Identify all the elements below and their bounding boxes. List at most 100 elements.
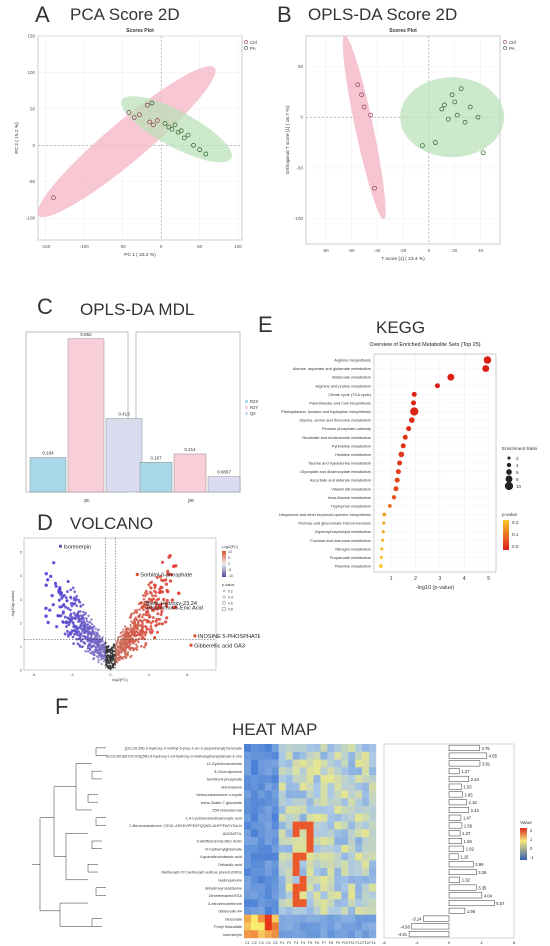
heatmap-cell: [278, 751, 286, 760]
volcano-point: [102, 657, 105, 660]
heatmap-cell: [341, 798, 349, 807]
heatmap-cell: [264, 860, 272, 869]
heatmap-cell: [250, 806, 259, 815]
volcano-point: [115, 643, 118, 646]
volcano-point: [71, 586, 75, 590]
dendrogram-branch: [65, 832, 88, 881]
heatmap-cell: [348, 899, 356, 908]
heatmap-cell: [278, 837, 286, 846]
row-label: Isoreserpin: [223, 933, 242, 937]
heatmap-cell: [306, 775, 314, 783]
bar-x-tick-label: -4: [415, 940, 419, 945]
volcano-point: [95, 655, 99, 658]
heatmap-cell: [257, 930, 266, 939]
volcano-point: [154, 601, 158, 605]
volcano-point: [116, 653, 119, 656]
pathway-label: Arginine biosynthesis: [334, 358, 371, 363]
volcano-point: [86, 630, 90, 634]
volcano-point: [124, 631, 128, 634]
heatmap-cell: [244, 813, 252, 822]
heatmap-cell: [341, 751, 349, 760]
heatmap-cell: [334, 775, 342, 783]
heatmap-cell: [355, 751, 363, 760]
heatmap-cell: [299, 798, 307, 807]
heatmap-cell: [362, 868, 370, 877]
volcano-point: [154, 590, 158, 594]
volcano-point: [121, 657, 124, 660]
heatmap-cell: [271, 891, 279, 900]
volcano-point: [137, 615, 141, 618]
heatmap-cell: [334, 829, 342, 838]
heatmap-cell: [334, 899, 342, 908]
heatmap-cell: [306, 767, 314, 776]
score-point-ctrl: [51, 195, 56, 201]
size-legend-tick: 0.6: [228, 602, 233, 606]
heatmap-cell: [341, 844, 349, 853]
heatmap-cell: [278, 821, 286, 830]
volcano-point: [150, 600, 154, 603]
heatmap-cell: [369, 798, 377, 807]
heatmap-cell: [334, 883, 342, 892]
volcano-point: [129, 636, 132, 639]
bar-value-label: -3.14: [412, 917, 422, 922]
volcano-point: [169, 572, 173, 577]
volcano-point: [129, 648, 132, 651]
x-tick-label: 1: [390, 576, 393, 582]
volcano-point: [48, 608, 52, 612]
heatmap-cell: [320, 790, 328, 799]
volcano-point: [65, 625, 68, 628]
heatmap-cell: [257, 813, 266, 822]
heatmap-cell: [250, 875, 259, 884]
heatmap-cell: [369, 821, 377, 830]
volcano-point: [97, 656, 100, 659]
pathway-label: Glycerophospholipid metabolism: [315, 529, 371, 534]
volcano-point: [56, 614, 60, 618]
heatmap-cell: [244, 852, 252, 861]
heatmap-cell: [250, 891, 259, 900]
volcano-point: [115, 649, 118, 651]
heatmap-cell: [334, 744, 342, 752]
volcano-point: [151, 616, 155, 620]
heatmap-cell: [369, 875, 377, 884]
volcano-point: [87, 632, 90, 636]
heatmap-cell: [313, 798, 321, 807]
heatmap-cell: [320, 914, 328, 923]
volcano-point: [83, 635, 87, 639]
volcano-point: [135, 646, 138, 650]
volcano-point: [69, 595, 72, 599]
score-point-pa: [197, 147, 203, 153]
heatmap-cell: [362, 930, 370, 939]
heatmap-cell: [341, 759, 349, 768]
heatmap-cell: [285, 875, 293, 884]
enrichment-point: [411, 391, 417, 397]
heatmap-cell: [348, 883, 356, 892]
bar-value-label: 1.82: [466, 847, 475, 852]
heatmap-cell: [278, 844, 286, 853]
x-tick-label: -8: [32, 672, 36, 677]
heatmap-cell: [362, 790, 370, 799]
oplsda-score-plot: -80 -60 -40 -20 0 20 40 -100 -50 0 50 Scores Plot T …: [285, 28, 516, 262]
legend-label: PA: [509, 46, 515, 51]
heatmap-cell: [341, 860, 349, 869]
volcano-point: [129, 655, 132, 659]
heatmap-cell: [355, 837, 363, 846]
legend-marker: [244, 46, 248, 50]
heatmap-cell: [306, 806, 314, 815]
dendrogram-branch: [59, 902, 92, 927]
row-label: 5-AMINOLEVULINIC ACID: [197, 840, 243, 844]
heatmap-cell: [271, 744, 279, 752]
heatmap-cell: [369, 899, 377, 908]
volcano-point: [108, 656, 111, 659]
bar-value-label: 1.47: [463, 816, 472, 821]
heatmap-cell: [313, 759, 321, 768]
heatmap-cell: [278, 860, 286, 869]
bar-value-label: 1.37: [462, 831, 471, 836]
heatmap-cell: [369, 930, 377, 939]
heatmap-cell: [285, 829, 293, 838]
point-label: 3Beta-Hydroxy-23,24: [144, 601, 197, 607]
x-tick-label: 20: [452, 248, 458, 253]
x-tick-label: 0: [428, 248, 431, 253]
heatmap-cell: [306, 914, 314, 923]
heatmap-cell: [306, 821, 314, 830]
pathway-label: Glycine, serine and threonine metabolism: [299, 418, 371, 423]
